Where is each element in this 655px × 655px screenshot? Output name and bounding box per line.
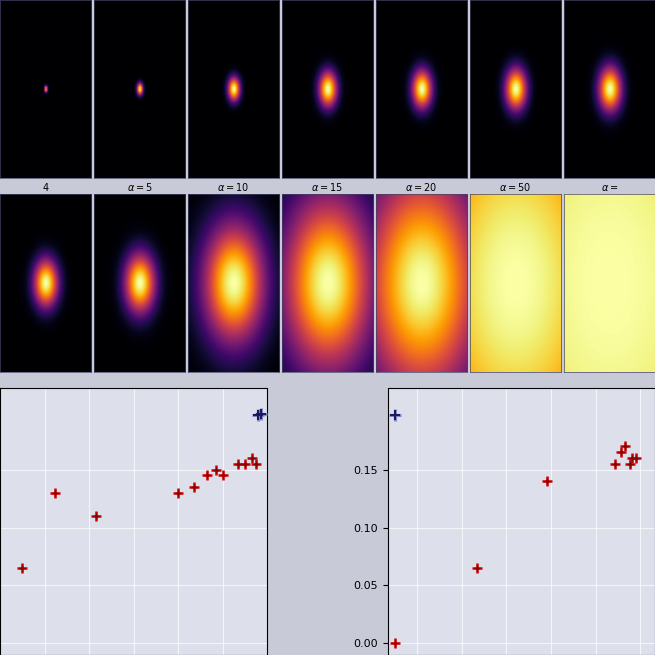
Title: $\alpha=50$: $\alpha=50$ [499,181,531,193]
Title: $4$: $4$ [42,181,49,193]
Title: $\alpha=$: $\alpha=$ [601,183,618,193]
Title: $\alpha=10$: $\alpha=10$ [217,181,250,193]
Title: $\alpha=15$: $\alpha=15$ [312,181,343,193]
Title: $\alpha=20$: $\alpha=20$ [405,181,438,193]
Title: $\alpha=5$: $\alpha=5$ [126,181,153,193]
